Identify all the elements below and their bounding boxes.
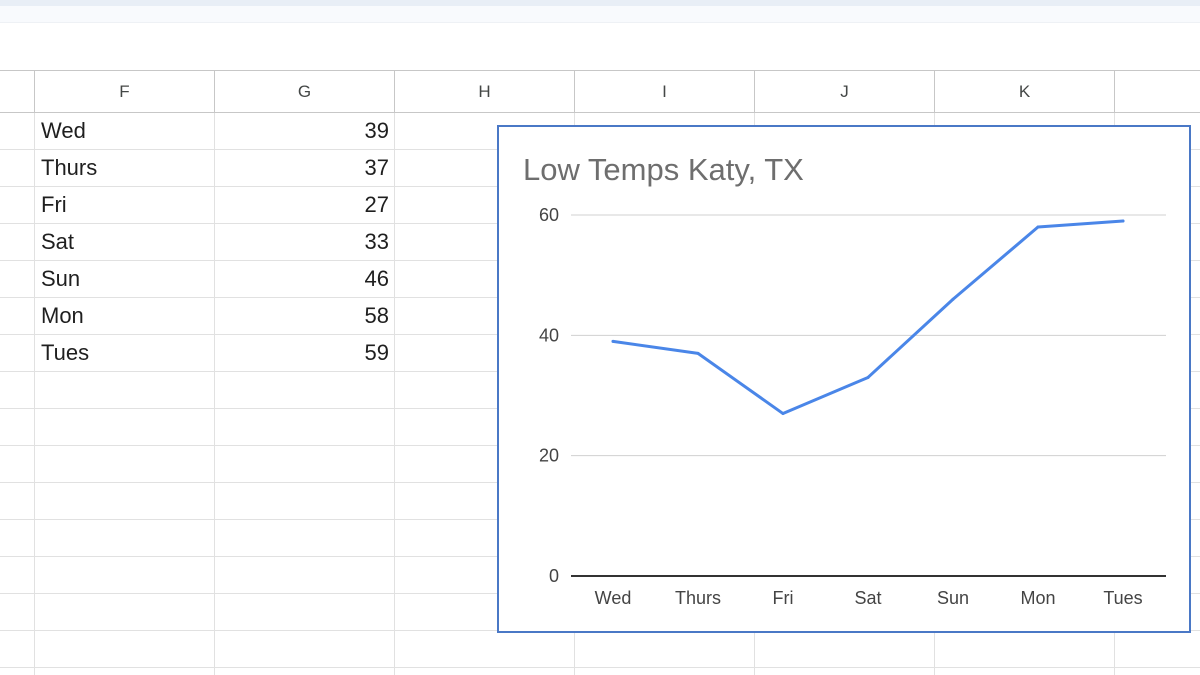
data-point[interactable] [1036,225,1040,229]
cell-day[interactable]: Fri [41,192,67,217]
chart-gridlines [571,214,1166,577]
chart-title: Low Temps Katy, TX [523,152,804,187]
cell-temp[interactable]: 58 [364,303,389,328]
y-tick-label: 40 [539,325,559,345]
x-tick-label: Tues [1103,588,1142,608]
x-tick-label: Wed [595,588,632,608]
x-tick-label: Sun [937,588,969,608]
y-tick-label: 60 [539,205,559,225]
chart-y-axis: 0 20 40 60 [539,205,559,586]
cell-temp[interactable]: 59 [364,340,389,365]
cell-day[interactable]: Thurs [41,155,98,180]
gridline [34,113,35,675]
gridline [214,113,215,675]
cell-day[interactable]: Wed [41,118,86,143]
cell-day[interactable]: Tues [41,340,90,365]
chart-series [611,219,1125,416]
y-tick-label: 0 [549,566,559,586]
cell-temp[interactable]: 37 [364,155,389,180]
toolbar-strip [0,6,1200,23]
column-header-row: F G H I J K [0,70,1200,113]
data-point[interactable] [951,297,955,301]
data-point[interactable] [611,339,615,343]
column-header-h[interactable]: H [395,71,575,113]
formula-bar[interactable] [0,23,1200,70]
data-point[interactable] [1121,219,1125,223]
line-chart: Low Temps Katy, TX 0 20 40 60 Wed Thurs Fri Sa… [523,152,1166,608]
embedded-chart[interactable]: Low Temps Katy, TX 0 20 40 60 Wed Thurs Fri Sa… [497,125,1191,633]
x-tick-label: Mon [1020,588,1055,608]
data-point[interactable] [866,375,870,379]
row-header-corner[interactable] [0,71,35,113]
cell-temp[interactable]: 46 [364,266,389,291]
x-tick-label: Sat [854,588,881,608]
toolbar-band [0,0,1200,6]
cell-day[interactable]: Sat [41,229,75,254]
data-point[interactable] [781,412,785,416]
cell-day[interactable]: Sun [41,266,81,291]
column-header-j[interactable]: J [755,71,935,113]
column-header-k[interactable]: K [935,71,1115,113]
data-point[interactable] [696,351,700,355]
column-header-next[interactable] [1115,71,1200,113]
cell-temp[interactable]: 39 [364,118,389,143]
column-header-g[interactable]: G [215,71,395,113]
x-tick-label: Fri [773,588,794,608]
series-line[interactable] [611,219,1125,416]
chart-x-axis: Wed Thurs Fri Sat Sun Mon Tues [595,588,1143,608]
y-tick-label: 20 [539,446,559,466]
cell-temp[interactable]: 33 [364,229,389,254]
column-header-f[interactable]: F [35,71,215,113]
column-header-i[interactable]: I [575,71,755,113]
x-tick-label: Thurs [675,588,721,608]
cell-day[interactable]: Mon [41,303,84,328]
table-row [0,631,1200,668]
cell-temp[interactable]: 27 [364,192,389,217]
gridline [394,113,395,675]
